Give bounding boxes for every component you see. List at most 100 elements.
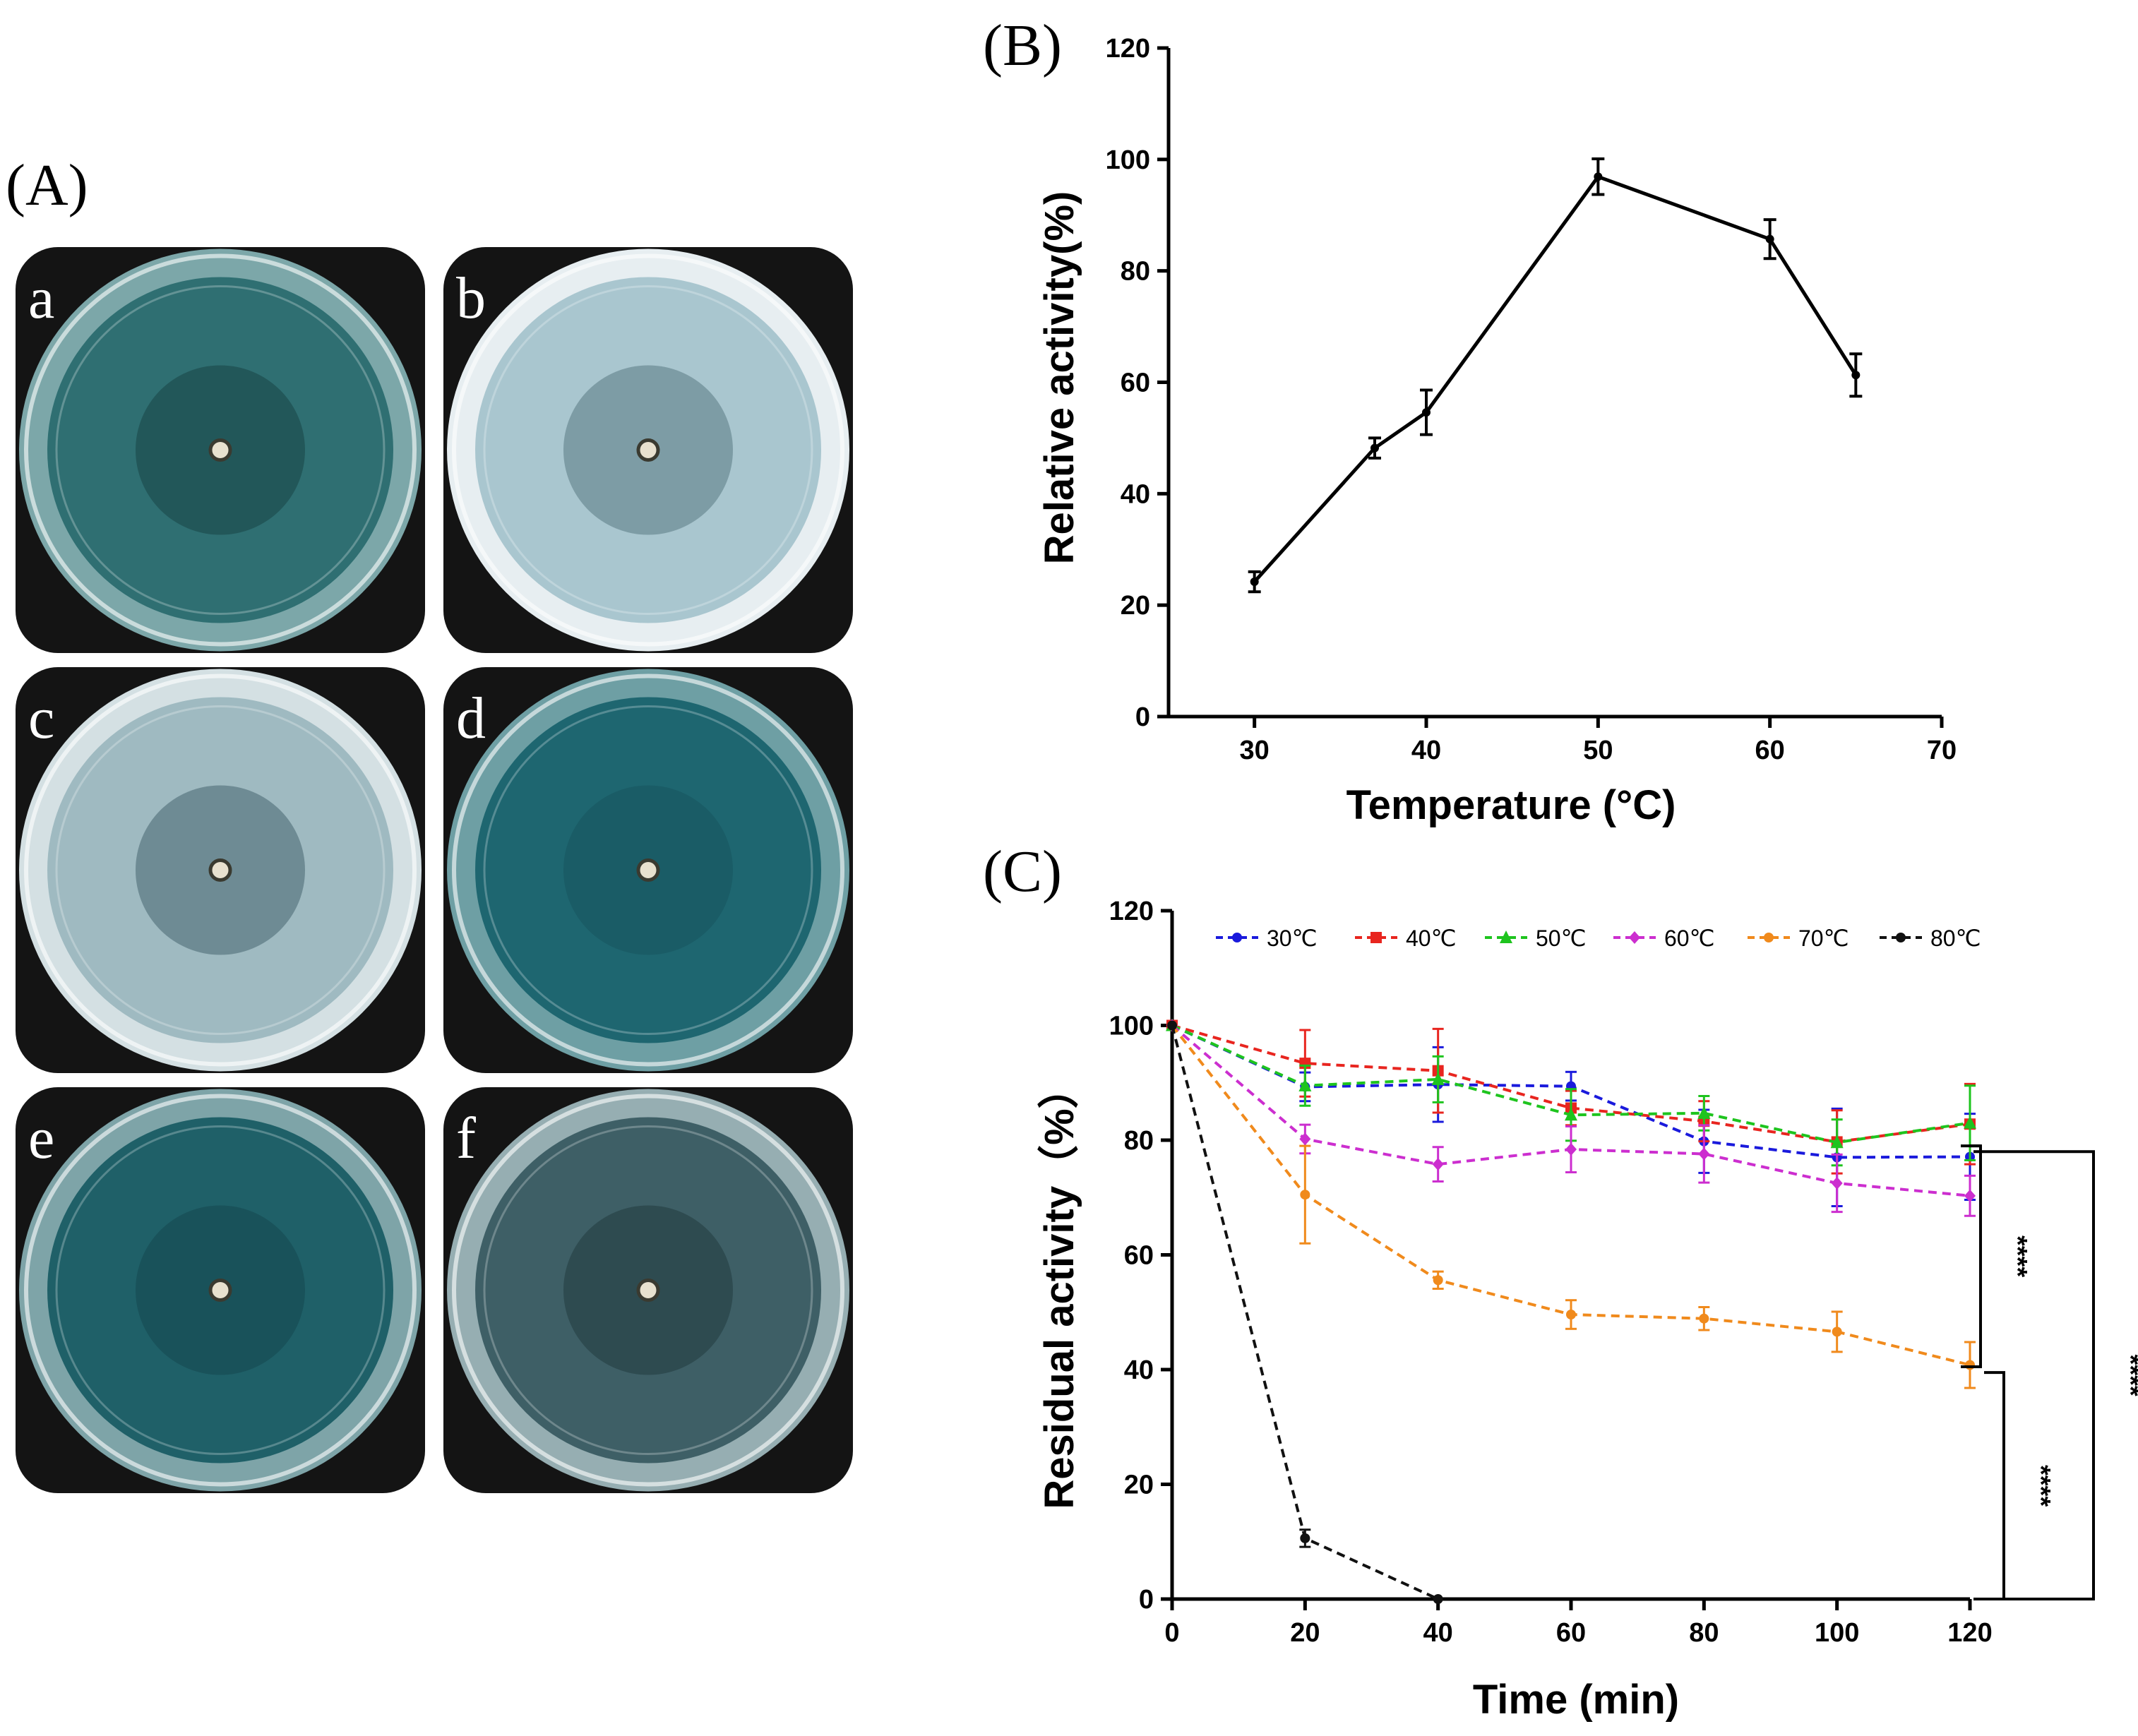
chart-b-y-tick-label: 80 (1121, 257, 1150, 287)
chart-c-y-tick-label: 100 (1109, 1012, 1154, 1041)
legend-marker (1232, 933, 1242, 942)
chart-c-point (1300, 1533, 1310, 1543)
chart-c-point (1566, 1310, 1576, 1319)
chart-c-y-tick-label: 80 (1124, 1126, 1154, 1156)
panel-label-c: (C) (983, 839, 1062, 904)
plate-rim-highlight (24, 1094, 417, 1487)
chart-c-series-2 (1166, 1018, 1976, 1167)
chart-c-point (1431, 1072, 1445, 1085)
chart-b-series-line (1253, 174, 1858, 583)
chart-b-x-tick-label: 40 (1411, 736, 1441, 765)
plate-e: e (16, 1087, 425, 1493)
panel-label-a: (A) (6, 152, 88, 218)
plate-letter-f: f (456, 1106, 476, 1171)
plate-rim-highlight (24, 674, 417, 1067)
plate-rim-highlight (24, 253, 417, 647)
chart-c-point (1831, 1176, 1843, 1190)
chart-c-x-tick-label: 60 (1556, 1618, 1586, 1648)
plate-inner-ring (55, 1125, 386, 1455)
plate-letter-a: a (28, 265, 54, 331)
chart-c-x-tick-label: 20 (1290, 1618, 1320, 1648)
plate-inner-ring (483, 285, 813, 615)
plate-b: b (443, 247, 853, 653)
inoculation-well (636, 438, 660, 462)
plate-a: a (16, 247, 425, 653)
legend-label: 50℃ (1536, 926, 1587, 951)
plate-d: d (443, 667, 853, 1073)
chart-c-point (1432, 1158, 1444, 1171)
plate-rim-highlight (452, 674, 844, 1067)
chart-c-series-3 (1166, 1019, 1976, 1217)
chart-b-x-title: Temperature (°C) (1346, 782, 1676, 828)
chart-b-x-tick-label: 60 (1755, 736, 1785, 765)
chart-c-point (1964, 1189, 1976, 1202)
chart-c-point (1964, 1115, 1976, 1129)
chart-b-series (1248, 157, 1863, 594)
chart-c-point (1167, 1020, 1177, 1031)
chart-c-x-tick-label: 100 (1815, 1618, 1859, 1648)
plate-inner-ring (483, 705, 813, 1035)
chart-c-point (1298, 1078, 1312, 1091)
plate-inner-ring (55, 705, 386, 1035)
plate-rim-highlight (452, 1094, 844, 1487)
chart-c-point (1565, 1143, 1577, 1156)
plate-letter-b: b (456, 265, 486, 331)
chart-c-x-tick-label: 120 (1947, 1618, 1992, 1648)
inoculation-well (208, 1279, 232, 1302)
inoculation-well (208, 438, 232, 462)
panel-label-b: (B) (983, 13, 1062, 78)
thermostability-chart: 0 20 40 60 80 100 120 0 20 40 60 80 100 120 30℃ 40℃ 50℃… (1037, 897, 2138, 1723)
legend-marker (1370, 932, 1382, 943)
chart-c-legend: 30℃ 40℃ 50℃ 60℃ 70℃ 80℃ (1216, 926, 1981, 951)
chart-c-point (1830, 1135, 1844, 1149)
significance-label: **** (2115, 1355, 2138, 1396)
chart-c-point (1965, 1360, 1975, 1370)
legend-label: 70℃ (1798, 926, 1849, 951)
chart-c-y-tick-label: 20 (1124, 1471, 1154, 1500)
significance-label: **** (2026, 1465, 2055, 1507)
chart-b-y-tick-label: 20 (1121, 591, 1150, 621)
legend-label: 30℃ (1267, 926, 1318, 951)
chart-c-series-line (1171, 1024, 1439, 1600)
legend-marker (1629, 931, 1640, 944)
chart-b-point (1851, 371, 1861, 380)
plate-letter-e: e (28, 1106, 54, 1171)
significance-bracket (1984, 1371, 2005, 1600)
significance-bracket (1973, 1150, 2095, 1600)
legend-marker (1500, 930, 1512, 943)
chart-c-y-tick-label: 40 (1124, 1355, 1154, 1385)
inoculation-well (636, 1279, 660, 1302)
chart-c-y-title: Residual activity（%） (1037, 1067, 1082, 1509)
chart-c-significance: **** **** **** (1961, 1144, 2138, 1600)
significance-label: **** (2002, 1235, 2032, 1277)
chart-c-y-tick-label: 0 (1139, 1585, 1154, 1615)
temperature-activity-chart: 0 20 40 60 80 100 120 30 40 50 60 70 Temperature (°… (1037, 34, 1957, 828)
chart-c-point (1433, 1275, 1443, 1286)
chart-b-x-tick-label: 30 (1240, 736, 1270, 765)
plate-inner-ring (55, 285, 386, 615)
chart-c-x-tick-label: 80 (1689, 1618, 1719, 1648)
legend-label: 80℃ (1930, 926, 1981, 951)
chart-c-x-tick-label: 0 (1164, 1618, 1179, 1648)
chart-b-x-tick-label: 50 (1583, 736, 1613, 765)
legend-label: 40℃ (1406, 926, 1457, 951)
chart-b-x-tick-label: 70 (1927, 736, 1957, 765)
plate-photo-grid: a b c d e f (16, 247, 853, 1493)
chart-b-y-tick-label: 60 (1121, 369, 1150, 398)
legend-marker (1896, 933, 1906, 942)
inoculation-well (636, 858, 660, 882)
plate-inner-ring (483, 1125, 813, 1455)
plate-f: f (443, 1087, 853, 1493)
plate-letter-c: c (28, 686, 54, 751)
chart-b-y-tick-label: 40 (1121, 479, 1150, 509)
plate-letter-d: d (456, 686, 486, 751)
chart-b-axes: 0 20 40 60 80 100 120 30 40 50 60 70 (1106, 34, 1957, 765)
legend-marker (1764, 933, 1774, 942)
chart-b-y-tick-label: 100 (1106, 145, 1150, 175)
chart-c-x-title: Time (min) (1473, 1677, 1679, 1723)
chart-c-series-5 (1167, 1020, 1443, 1604)
chart-c-x-tick-label: 40 (1423, 1618, 1453, 1648)
chart-c-series (1166, 1018, 1976, 1604)
plate-rim-highlight (452, 253, 844, 647)
